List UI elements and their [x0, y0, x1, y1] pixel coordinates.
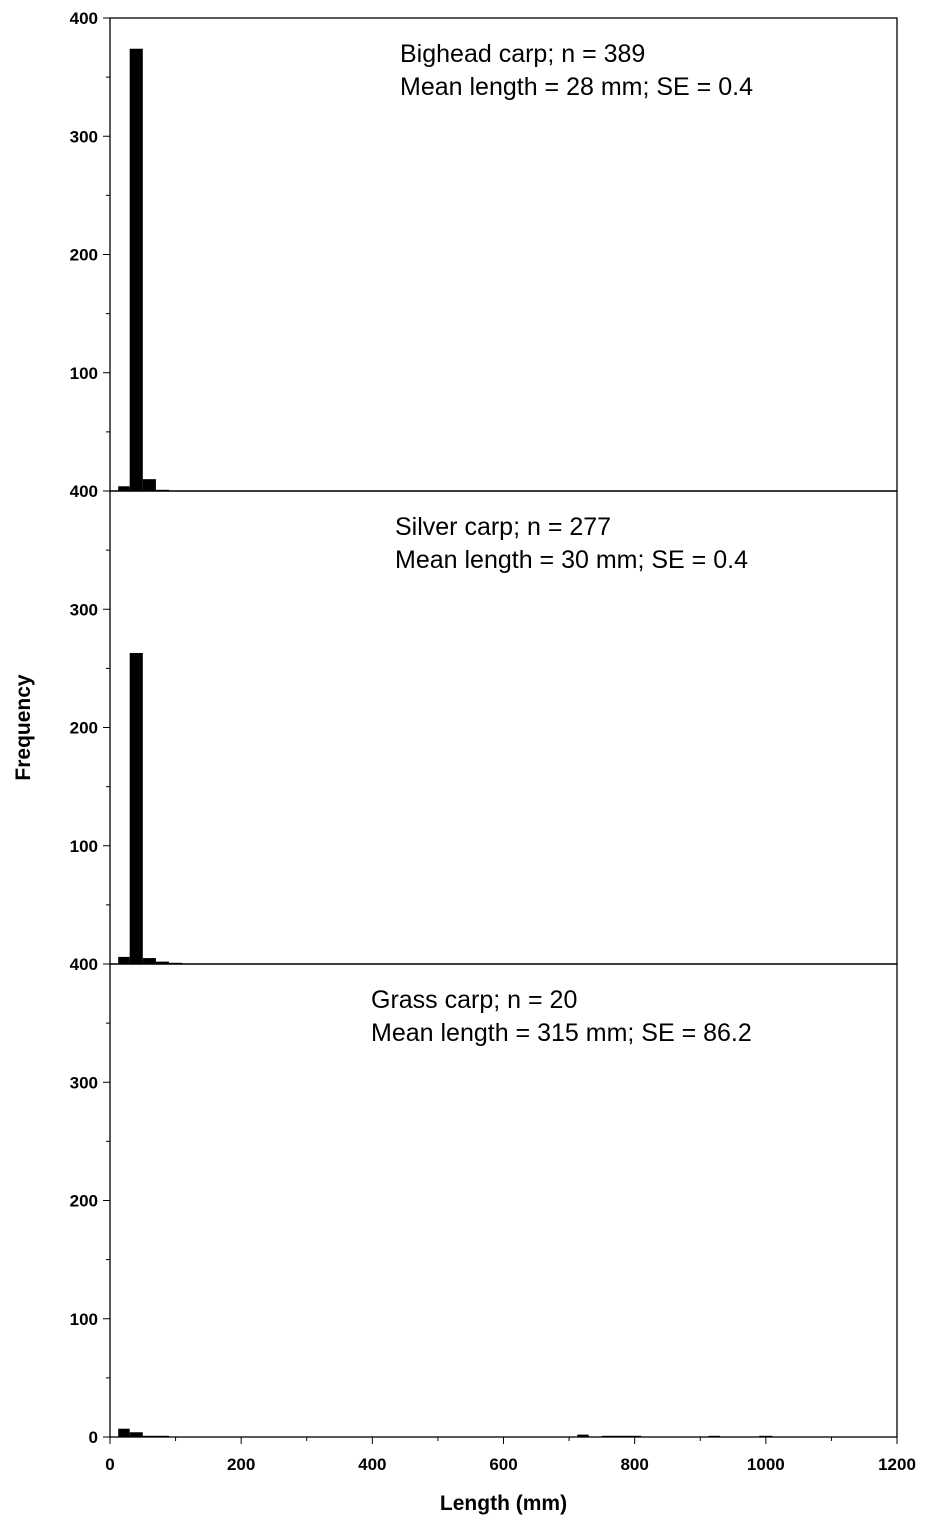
panel-annotation: Mean length = 315 mm; SE = 86.2 — [371, 1019, 752, 1047]
panel-annotation: Silver carp; n = 277 — [395, 513, 611, 541]
y-tick-label: 200 — [70, 1192, 98, 1211]
y-tick-label: 200 — [70, 246, 98, 265]
y-tick-label: 100 — [70, 1310, 98, 1329]
y-tick-label: 100 — [70, 364, 98, 383]
x-tick-label: 1200 — [878, 1455, 916, 1474]
histogram-bar — [142, 958, 156, 964]
x-tick-label: 400 — [358, 1455, 386, 1474]
y-tick-label: 100 — [70, 837, 98, 856]
y-tick-label: 400 — [70, 955, 98, 974]
histogram-bar — [118, 1428, 130, 1437]
panel-annotation: Bighead carp; n = 389 — [400, 40, 645, 68]
histogram-bar — [118, 486, 130, 491]
panel-annotation: Grass carp; n = 20 — [371, 986, 577, 1014]
x-tick-label: 0 — [105, 1455, 114, 1474]
histogram-bar — [118, 956, 130, 964]
histogram-bar — [129, 48, 143, 492]
panel-annotation: Mean length = 28 mm; SE = 0.4 — [400, 73, 753, 101]
y-tick-label: 400 — [70, 482, 98, 501]
y-tick-label: 200 — [70, 719, 98, 738]
histogram-bar — [129, 653, 143, 964]
y-tick-label: 300 — [70, 600, 98, 619]
y-axis-title: Frequency — [12, 674, 35, 781]
y-tick-label: 400 — [70, 9, 98, 28]
histogram-bar — [155, 961, 170, 964]
histogram-bar — [142, 479, 156, 491]
y-tick-label: 0 — [89, 1428, 98, 1447]
panel-annotation: Mean length = 30 mm; SE = 0.4 — [395, 546, 748, 574]
y-tick-label: 300 — [70, 127, 98, 146]
x-tick-label: 600 — [489, 1455, 517, 1474]
histogram-bar — [129, 1432, 143, 1437]
x-tick-label: 1000 — [747, 1455, 785, 1474]
y-tick-label: 300 — [70, 1073, 98, 1092]
x-tick-label: 200 — [227, 1455, 255, 1474]
histogram-bar — [577, 1434, 589, 1437]
x-axis-title: Length (mm) — [440, 1492, 567, 1515]
x-tick-label: 800 — [620, 1455, 648, 1474]
